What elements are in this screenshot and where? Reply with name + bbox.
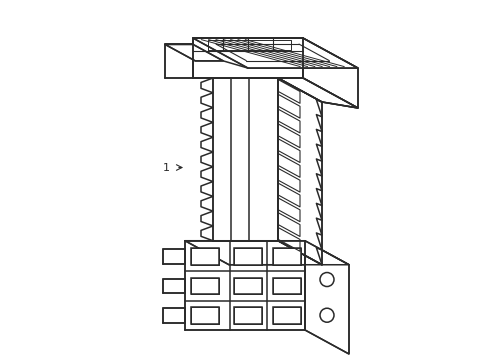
- Polygon shape: [272, 248, 301, 265]
- Polygon shape: [234, 248, 262, 265]
- Polygon shape: [164, 44, 193, 78]
- Polygon shape: [163, 279, 184, 293]
- Circle shape: [319, 273, 333, 287]
- Polygon shape: [234, 307, 262, 324]
- Polygon shape: [184, 241, 305, 330]
- Polygon shape: [163, 249, 184, 264]
- Polygon shape: [234, 278, 262, 294]
- Polygon shape: [213, 78, 278, 241]
- Polygon shape: [303, 38, 357, 108]
- Polygon shape: [278, 78, 321, 265]
- Polygon shape: [164, 44, 223, 61]
- Circle shape: [319, 308, 333, 322]
- Polygon shape: [191, 248, 219, 265]
- Polygon shape: [193, 38, 357, 68]
- Polygon shape: [272, 278, 301, 294]
- Polygon shape: [163, 308, 184, 323]
- Polygon shape: [193, 38, 303, 78]
- Polygon shape: [305, 241, 348, 354]
- Polygon shape: [191, 307, 219, 324]
- Polygon shape: [184, 241, 348, 265]
- Polygon shape: [272, 307, 301, 324]
- Polygon shape: [191, 278, 219, 294]
- Text: 1: 1: [162, 162, 169, 172]
- Polygon shape: [278, 78, 357, 108]
